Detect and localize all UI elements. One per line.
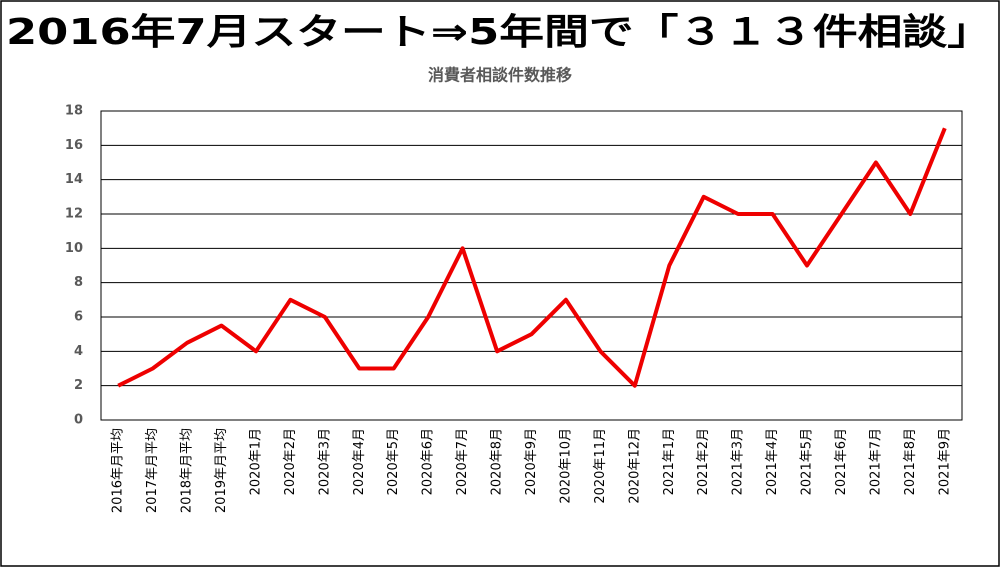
x-tick-label: 2021年6月 xyxy=(834,428,849,495)
chart-subtitle: 消費者相談件数推移 xyxy=(428,66,572,85)
x-tick-label: 2021年5月 xyxy=(800,428,815,495)
x-tick-label: 2016年月平均 xyxy=(111,428,126,513)
y-tick-label: 10 xyxy=(65,241,83,256)
x-tick-label: 2020年3月 xyxy=(317,428,332,495)
x-tick-label: 2020年6月 xyxy=(421,428,436,495)
x-tick-label: 2021年9月 xyxy=(937,428,952,495)
x-tick-label: 2017年月平均 xyxy=(145,428,160,513)
x-tick-label: 2020年4月 xyxy=(352,428,367,495)
x-tick-label: 2020年10月 xyxy=(558,428,573,504)
x-tick-label: 2020年1月 xyxy=(248,428,263,495)
y-tick-label: 4 xyxy=(74,344,83,359)
x-tick-label: 2020年5月 xyxy=(386,428,401,495)
y-tick-label: 18 xyxy=(65,104,83,119)
x-tick-label: 2021年7月 xyxy=(868,428,883,495)
y-tick-label: 0 xyxy=(74,413,83,428)
y-tick-label: 14 xyxy=(65,172,83,187)
x-tick-label: 2020年7月 xyxy=(455,428,470,495)
x-tick-label: 2021年2月 xyxy=(696,428,711,495)
y-tick-label: 12 xyxy=(65,207,83,222)
x-tick-label: 2020年12月 xyxy=(627,428,642,504)
y-tick-label: 6 xyxy=(74,310,83,325)
x-tick-label: 2021年8月 xyxy=(903,428,918,495)
x-tick-label: 2018年月平均 xyxy=(180,428,195,513)
y-tick-label: 16 xyxy=(65,138,83,153)
x-tick-label: 2020年11月 xyxy=(593,428,608,504)
x-tick-label: 2020年8月 xyxy=(490,428,505,495)
data-line xyxy=(117,127,947,388)
plot-border xyxy=(100,110,963,421)
x-tick-label: 2019年月平均 xyxy=(214,428,229,513)
x-tick-label: 2020年9月 xyxy=(524,428,539,495)
x-tick-label: 2020年2月 xyxy=(283,428,298,495)
y-tick-label: 8 xyxy=(74,275,83,290)
x-tick-label: 2021年4月 xyxy=(765,428,780,495)
y-tick-label: 2 xyxy=(74,378,83,393)
x-tick-label: 2021年3月 xyxy=(731,428,746,495)
chart-title: 2016年7月スタート⇒5年間で「３１３件相談」 xyxy=(6,12,992,53)
x-tick-label: 2021年1月 xyxy=(662,428,677,495)
